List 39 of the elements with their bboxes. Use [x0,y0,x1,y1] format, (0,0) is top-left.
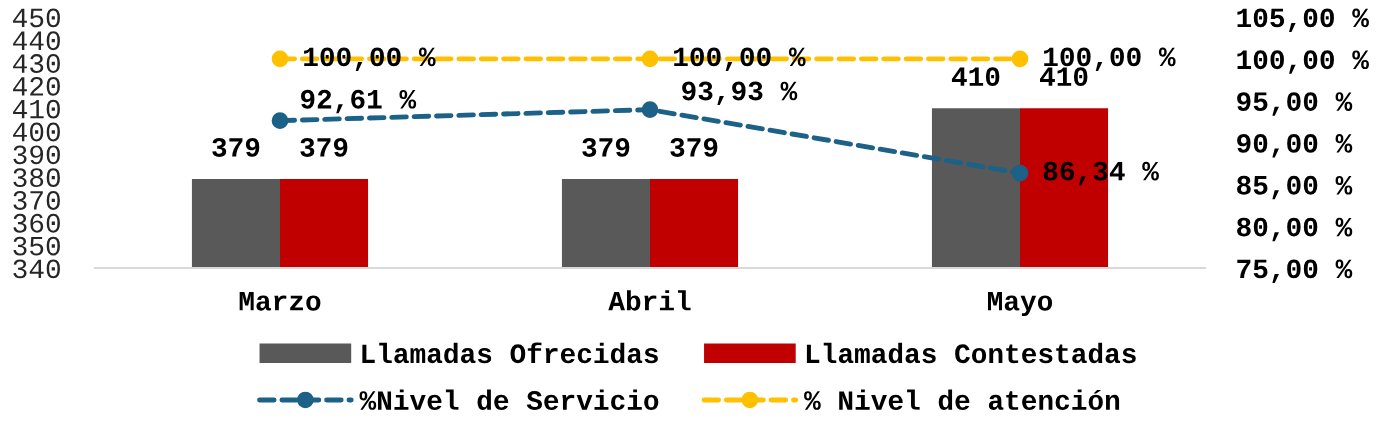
y-tick-label: 400 [13,122,60,142]
data-label: 379 [582,138,630,157]
data-label: 92,61 % [300,89,417,114]
point [1011,50,1029,68]
y-tick-label: 430 [13,54,60,73]
data-label: 379 [670,138,718,157]
y2-tick-label: 95,00 % [1237,92,1353,116]
y2-tick-label: 80,00 % [1237,217,1353,242]
data-label: 410 [951,67,1000,87]
legend-label: Llamadas Contestadas [806,342,1136,364]
legend-label: %Nivel de Servicio [359,389,659,410]
y-tick-label: 370 [13,191,60,210]
y-tick-label: 340 [13,259,60,279]
y-tick-label: 390 [13,145,60,165]
y2-tick-label: 105,00 % [1237,8,1369,32]
point [271,112,289,129]
y-tick-label: 420 [13,76,60,96]
y2-tick-label: 75,00 % [1237,259,1353,283]
y2-tick-label: 90,00 % [1237,133,1353,158]
data-label: 379 [212,138,260,157]
point [1011,164,1029,182]
legend-label: Llamadas Ofrecidas [362,342,658,364]
data-label: 379 [300,138,348,157]
x-tick-label: Abril [608,290,691,311]
y-tick-label: 350 [13,236,60,256]
legend-label: % Nivel de atención [804,389,1120,410]
x-tick-label: Mayo [988,292,1053,317]
y-tick-label: 450 [13,8,60,28]
point [641,50,659,68]
y-tick-label: 380 [13,168,60,188]
y-tick-label: 440 [13,31,60,51]
point [271,50,289,68]
y2-tick-label: 100,00 % [1237,50,1369,74]
y-tick-label: 410 [13,99,60,119]
x-tick-label: Marzo [239,292,321,311]
y-tick-label: 360 [13,213,60,233]
data-label: 93,93 % [682,81,798,106]
y2-tick-label: 85,00 % [1237,175,1353,200]
point [641,101,659,118]
